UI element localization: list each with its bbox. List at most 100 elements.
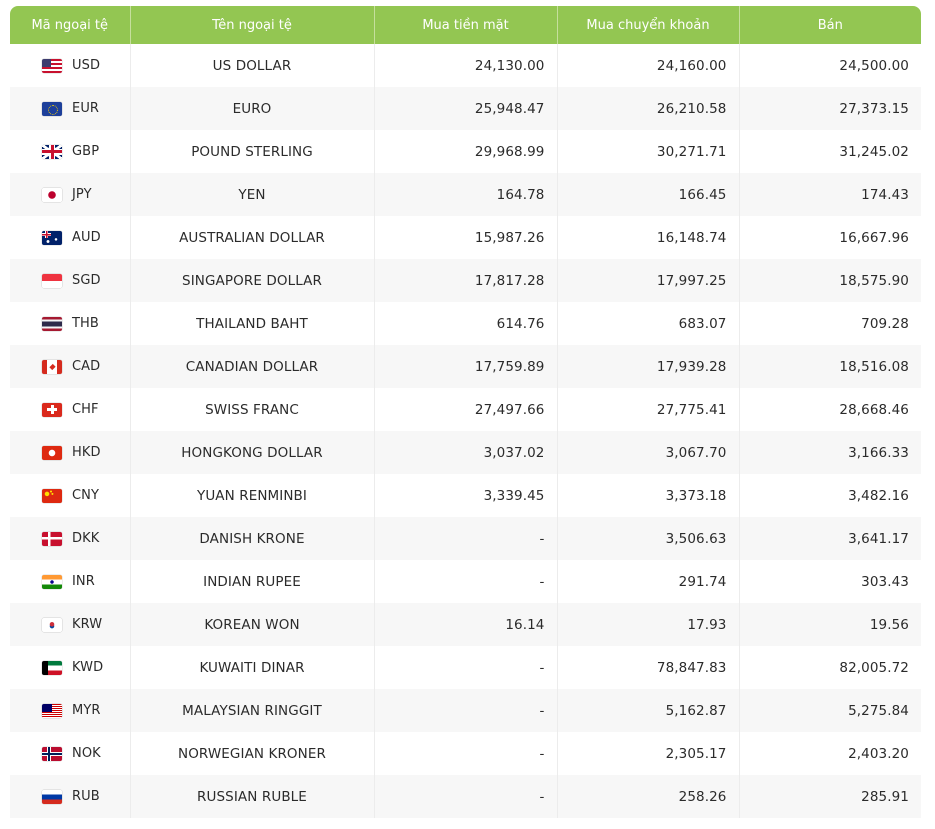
transfer-buy-value: 17,939.28 [557,345,740,388]
currency-code-cell: USD [10,44,131,87]
currency-code-wrapper: EUR [42,101,130,116]
currency-code-wrapper: JPY [42,187,130,202]
currency-code-wrapper: USD [42,58,130,73]
currency-name: KOREAN WON [130,603,375,646]
currency-code: CAD [72,359,101,374]
us-flag-icon [42,58,62,73]
sell-value: 31,245.02 [739,130,921,173]
currency-name: HONGKONG DOLLAR [130,431,375,474]
sell-value: 18,516.08 [739,345,921,388]
cash-buy-value: 3,037.02 [374,431,558,474]
currency-code-wrapper: THB [42,316,130,331]
sell-value: 303.43 [739,560,921,603]
cash-buy-value: - [374,560,558,603]
kuwait-flag-icon [42,660,62,675]
currency-code-cell: NOK [10,732,131,775]
cash-buy-value: 3,339.45 [374,474,558,517]
currency-code-cell: SGD [10,259,131,302]
header-currency-name: Tên ngoại tệ [130,6,375,44]
transfer-buy-value: 27,775.41 [557,388,740,431]
cash-buy-value: 29,968.99 [374,130,558,173]
currency-code-wrapper: KWD [42,660,130,675]
sell-value: 3,482.16 [739,474,921,517]
cash-buy-value: 15,987.26 [374,216,558,259]
table-row: CAD CANADIAN DOLLAR 17,759.89 17,939.28 18,5… [10,345,921,388]
cash-buy-value: 25,948.47 [374,87,558,130]
header-cash-buy: Mua tiền mặt [374,6,558,44]
table-row: CHF SWISS FRANC 27,497.66 27,775.41 28,668.4… [10,388,921,431]
sell-value: 5,275.84 [739,689,921,732]
currency-name: SWISS FRANC [130,388,375,431]
sell-value: 3,641.17 [739,517,921,560]
india-flag-icon [42,574,62,589]
currency-code-wrapper: RUB [42,789,130,804]
table-row: USD US DOLLAR 24,130.00 24,160.00 24,500.00 [10,44,921,87]
currency-code-cell: CNY [10,474,131,517]
malaysia-flag-icon [42,703,62,718]
currency-code: CNY [72,488,100,503]
currency-name: SINGAPORE DOLLAR [130,259,375,302]
currency-code: CHF [72,402,99,417]
cash-buy-value: - [374,689,558,732]
currency-code-cell: AUD [10,216,131,259]
currency-name: RUSSIAN RUBLE [130,775,375,818]
currency-name: YUAN RENMINBI [130,474,375,517]
transfer-buy-value: 5,162.87 [557,689,740,732]
currency-name: AUSTRALIAN DOLLAR [130,216,375,259]
currency-code: SGD [72,273,101,288]
norway-flag-icon [42,746,62,761]
table-row: AUD AUSTRALIAN DOLLAR 15,987.26 16,148.74 16… [10,216,921,259]
currency-code-cell: MYR [10,689,131,732]
currency-code-wrapper: NOK [42,746,130,761]
header-sell: Bán [739,6,921,44]
cash-buy-value: 24,130.00 [374,44,558,87]
currency-code-cell: GBP [10,130,131,173]
currency-name: THAILAND BAHT [130,302,375,345]
currency-code-cell: DKK [10,517,131,560]
transfer-buy-value: 3,067.70 [557,431,740,474]
sell-value: 285.91 [739,775,921,818]
currency-name: YEN [130,173,375,216]
transfer-buy-value: 291.74 [557,560,740,603]
sell-value: 709.28 [739,302,921,345]
currency-code: KRW [72,617,103,632]
cash-buy-value: 164.78 [374,173,558,216]
transfer-buy-value: 258.26 [557,775,740,818]
header-row: Mã ngoại tệ Tên ngoại tệ Mua tiền mặt Mu… [10,6,921,44]
transfer-buy-value: 166.45 [557,173,740,216]
eu-flag-icon [42,101,62,116]
currency-code-wrapper: AUD [42,230,130,245]
australia-flag-icon [42,230,62,245]
transfer-buy-value: 16,148.74 [557,216,740,259]
currency-name: POUND STERLING [130,130,375,173]
switzerland-flag-icon [42,402,62,417]
transfer-buy-value: 2,305.17 [557,732,740,775]
table-row: EUR EURO 25,948.47 26,210.58 27,373.15 [10,87,921,130]
currency-name: MALAYSIAN RINGGIT [130,689,375,732]
currency-code-wrapper: SGD [42,273,130,288]
denmark-flag-icon [42,531,62,546]
currency-code-cell: CAD [10,345,131,388]
currency-code: DKK [72,531,100,546]
currency-code-wrapper: MYR [42,703,130,718]
currency-code: USD [72,58,101,73]
table-row: CNY YUAN RENMINBI 3,339.45 3,373.18 3,482.16 [10,474,921,517]
cash-buy-value: - [374,646,558,689]
japan-flag-icon [42,187,62,202]
currency-code: THB [72,316,99,331]
currency-name: NORWEGIAN KRONER [130,732,375,775]
currency-code: INR [72,574,95,589]
cash-buy-value: - [374,517,558,560]
transfer-buy-value: 3,506.63 [557,517,740,560]
currency-code-cell: KRW [10,603,131,646]
currency-code: HKD [72,445,101,460]
russia-flag-icon [42,789,62,804]
header-currency-code: Mã ngoại tệ [10,6,131,44]
uk-flag-icon [42,144,62,159]
table-row: KWD KUWAITI DINAR -78,847.83 82,005.72 [10,646,921,689]
table-row: NOK NORWEGIAN KRONER -2,305.17 2,403.20 [10,732,921,775]
table-header: Mã ngoại tệ Tên ngoại tệ Mua tiền mặt Mu… [10,6,921,44]
currency-name: INDIAN RUPEE [130,560,375,603]
currency-code: KWD [72,660,104,675]
china-flag-icon [42,488,62,503]
